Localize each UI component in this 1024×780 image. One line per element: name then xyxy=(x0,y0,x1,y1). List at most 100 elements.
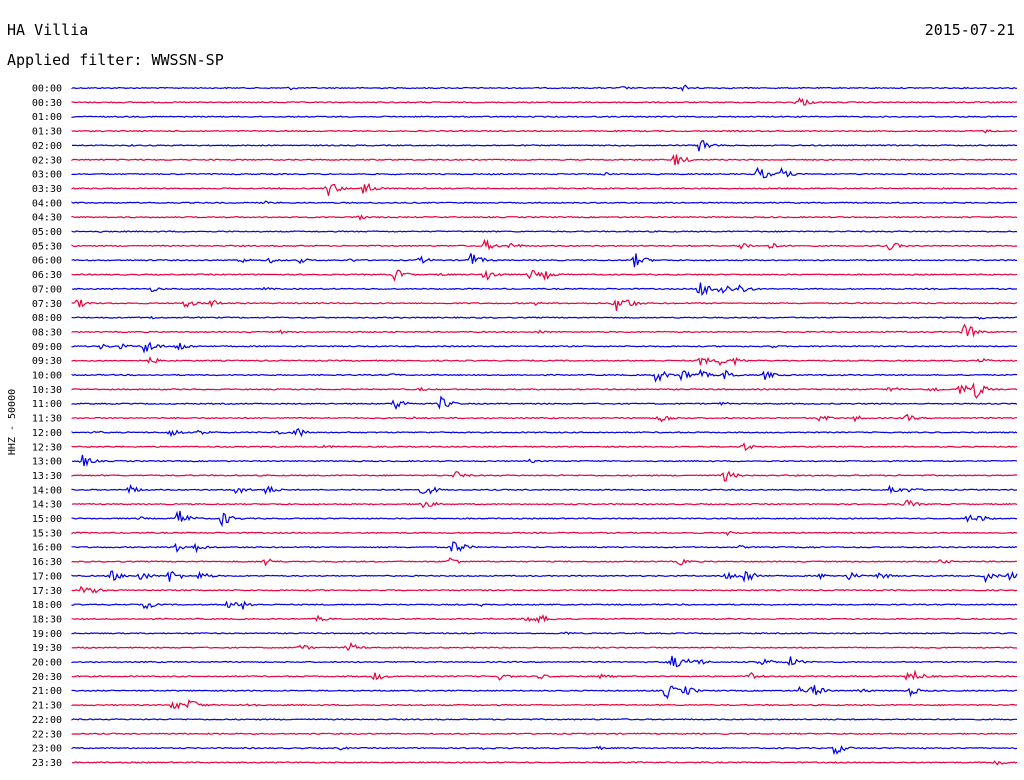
row-time-label: 20:00 xyxy=(32,658,62,669)
row-time-label: 18:00 xyxy=(32,600,62,611)
row-time-label: 03:30 xyxy=(32,184,62,195)
row-time-label: 10:30 xyxy=(32,385,62,396)
trace-line xyxy=(71,323,1018,338)
trace-line xyxy=(71,760,1018,766)
row-time-label: 03:00 xyxy=(32,170,62,181)
trace-line xyxy=(71,238,1018,251)
row-time-label: 12:30 xyxy=(32,442,62,453)
trace-line xyxy=(71,97,1018,106)
trace-line xyxy=(71,530,1018,537)
trace-line xyxy=(71,115,1017,118)
row-time-label: 09:00 xyxy=(32,342,62,353)
trace-line xyxy=(71,182,1018,196)
trace-rows: 00:00 00:30 01:00 01:30 02:00 02:30 03:00 03:30… xyxy=(32,84,1018,769)
row-time-label: 15:30 xyxy=(32,528,62,539)
row-time-label: 05:00 xyxy=(32,227,62,238)
trace-line xyxy=(71,214,1018,222)
row-time-label: 16:30 xyxy=(32,557,62,568)
row-time-label: 22:00 xyxy=(32,715,62,726)
station-title: HA Villia xyxy=(7,21,89,39)
trace-line xyxy=(71,454,1018,467)
row-time-label: 11:00 xyxy=(32,399,62,410)
row-time-label: 21:00 xyxy=(32,686,62,697)
trace-line xyxy=(71,299,1018,311)
row-time-label: 22:30 xyxy=(32,729,62,740)
trace-line xyxy=(71,356,1018,367)
filter-label: Applied filter: WWSSN-SP xyxy=(7,51,224,69)
trace-line xyxy=(71,253,1018,268)
row-time-label: 04:00 xyxy=(32,198,62,209)
row-time-label: 07:00 xyxy=(32,284,62,295)
trace-line xyxy=(71,614,1018,624)
trace-line xyxy=(71,315,1018,320)
trace-line xyxy=(71,499,1018,509)
trace-line xyxy=(71,230,1018,234)
trace-line xyxy=(71,395,1018,411)
row-time-label: 00:00 xyxy=(32,84,62,95)
trace-line xyxy=(71,341,1018,354)
row-time-label: 19:30 xyxy=(32,643,62,654)
row-time-label: 18:30 xyxy=(32,614,62,625)
row-time-label: 16:00 xyxy=(32,543,62,554)
row-time-label: 04:30 xyxy=(32,213,62,224)
row-time-label: 14:30 xyxy=(32,500,62,511)
row-time-label: 01:30 xyxy=(32,127,62,138)
row-time-label: 10:00 xyxy=(32,371,62,382)
row-time-label: 02:30 xyxy=(32,155,62,166)
row-time-label: 17:00 xyxy=(32,571,62,582)
row-time-label: 08:30 xyxy=(32,327,62,338)
trace-line xyxy=(71,631,1018,635)
y-axis-label: HHZ - 50000 xyxy=(7,389,18,455)
trace-line xyxy=(71,269,1018,282)
trace-line xyxy=(71,641,1018,652)
row-time-label: 13:30 xyxy=(32,471,62,482)
trace-line xyxy=(71,140,1017,152)
row-time-label: 14:00 xyxy=(32,485,62,496)
trace-line xyxy=(71,585,1018,594)
trace-line xyxy=(71,745,1018,756)
trace-line xyxy=(71,718,1018,721)
trace-line xyxy=(71,413,1017,423)
row-time-label: 23:30 xyxy=(32,758,62,769)
row-time-label: 13:00 xyxy=(32,457,62,468)
trace-line xyxy=(71,699,1018,710)
row-time-label: 21:30 xyxy=(32,701,62,712)
trace-line xyxy=(71,557,1018,567)
trace-line xyxy=(71,655,1018,668)
row-time-label: 01:00 xyxy=(32,112,62,123)
trace-line xyxy=(71,84,1017,92)
row-time-label: 11:30 xyxy=(32,414,62,425)
trace-line xyxy=(71,483,1018,495)
row-time-label: 09:30 xyxy=(32,356,62,367)
trace-line xyxy=(71,510,1018,528)
row-time-label: 05:30 xyxy=(32,241,62,252)
row-time-label: 12:00 xyxy=(32,428,62,439)
trace-line xyxy=(71,382,1018,399)
trace-line xyxy=(71,129,1018,134)
trace-line xyxy=(71,600,1018,610)
row-time-label: 15:00 xyxy=(32,514,62,525)
trace-line xyxy=(71,570,1018,584)
row-time-label: 23:00 xyxy=(32,744,62,755)
trace-line xyxy=(71,442,1018,452)
row-time-label: 19:00 xyxy=(32,629,62,640)
row-time-label: 02:00 xyxy=(32,141,62,152)
date-label: 2015-07-21 xyxy=(924,21,1015,39)
row-time-label: 17:30 xyxy=(32,586,62,597)
trace-line xyxy=(71,541,1018,554)
trace-line xyxy=(71,200,1018,205)
trace-line xyxy=(71,732,1018,736)
row-time-label: 20:30 xyxy=(32,672,62,683)
row-time-label: 08:00 xyxy=(32,313,62,324)
trace-line xyxy=(71,470,1017,482)
trace-line xyxy=(71,153,1018,166)
trace-line xyxy=(71,685,1018,700)
trace-line xyxy=(71,166,1018,179)
row-time-label: 06:30 xyxy=(32,270,62,281)
row-time-label: 07:30 xyxy=(32,299,62,310)
trace-line xyxy=(71,669,1018,681)
row-time-label: 06:00 xyxy=(32,256,62,267)
trace-line xyxy=(71,428,1018,438)
row-time-label: 00:30 xyxy=(32,98,62,109)
